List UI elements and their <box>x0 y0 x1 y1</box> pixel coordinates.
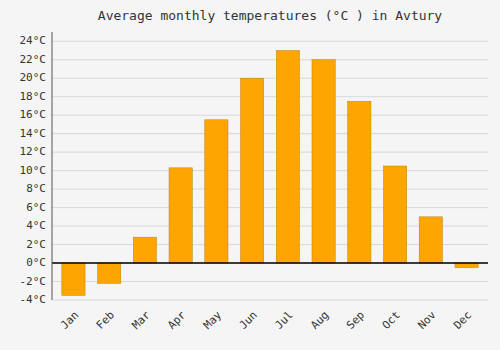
bar <box>312 60 335 263</box>
y-tick-label: 8°C <box>26 182 46 195</box>
bar <box>169 168 192 263</box>
grid-line <box>52 207 488 208</box>
grid-line <box>52 59 488 60</box>
grid-line <box>52 170 488 171</box>
bar <box>98 263 121 283</box>
x-tick-label: Sep <box>344 309 367 332</box>
grid <box>52 41 488 300</box>
grid-line <box>52 300 488 301</box>
y-tick-label: 10°C <box>20 164 47 177</box>
y-tick-label: 20°C <box>20 71 47 84</box>
x-tick-label: Dec <box>451 309 474 332</box>
bar <box>348 101 371 263</box>
x-tick-label: Feb <box>94 309 117 332</box>
bar <box>241 78 264 263</box>
y-tick-label: 16°C <box>20 108 47 121</box>
y-tick-label: 22°C <box>20 53 47 66</box>
baseline <box>52 262 488 264</box>
bar <box>62 263 85 295</box>
y-tick-label: 0°C <box>26 256 46 269</box>
chart: -4°C -2°C 0°C 2°C 4°C 6°C 8°C 10°C 12°C 14°C 16°C 1… <box>0 0 500 350</box>
background <box>0 0 500 350</box>
grid-line <box>52 115 488 116</box>
grid-line <box>52 41 488 42</box>
x-tick-label: Jan <box>58 309 81 332</box>
y-tick-labels: -4°C -2°C 0°C 2°C 4°C 6°C 8°C 10°C 12°C 14°C 16°C 1… <box>20 34 47 306</box>
bar <box>276 50 299 263</box>
y-axis-line <box>52 32 53 300</box>
x-tick-label: May <box>201 308 225 332</box>
x-tick-labels: Jan Feb Mar Apr May Jun Jul Aug Sep Oct Nov Dec <box>58 308 474 332</box>
x-tick-label: Nov <box>415 308 439 332</box>
grid-line <box>52 263 488 264</box>
x-tick-label: Jun <box>237 309 260 332</box>
grid-line <box>52 78 488 79</box>
y-tick-label: 2°C <box>26 238 46 251</box>
bar <box>205 120 228 263</box>
y-tick-label: -4°C <box>20 293 47 306</box>
grid-line <box>52 189 488 190</box>
y-tick-label: 4°C <box>26 219 46 232</box>
y-tick-label: 6°C <box>26 201 46 214</box>
x-tick-label: Aug <box>308 309 331 332</box>
grid-line <box>52 96 488 97</box>
bar <box>383 166 406 263</box>
y-tick-label: -2°C <box>20 275 47 288</box>
title: Average monthly temperatures (°C ) in Av… <box>98 8 443 23</box>
y-tick-label: 14°C <box>20 127 47 140</box>
bar <box>133 237 156 263</box>
y-tick-label: 12°C <box>20 145 47 158</box>
x-tick-label: Oct <box>380 309 403 332</box>
grid-line <box>52 152 488 153</box>
bars <box>62 50 478 295</box>
x-tick-label: Mar <box>129 308 153 332</box>
bar <box>419 217 442 263</box>
x-tick-label: Apr <box>165 308 189 332</box>
grid-line <box>52 133 488 134</box>
y-tick-label: 24°C <box>20 34 47 47</box>
y-tick-label: 18°C <box>20 90 47 103</box>
x-tick-label: Jul <box>272 309 295 332</box>
